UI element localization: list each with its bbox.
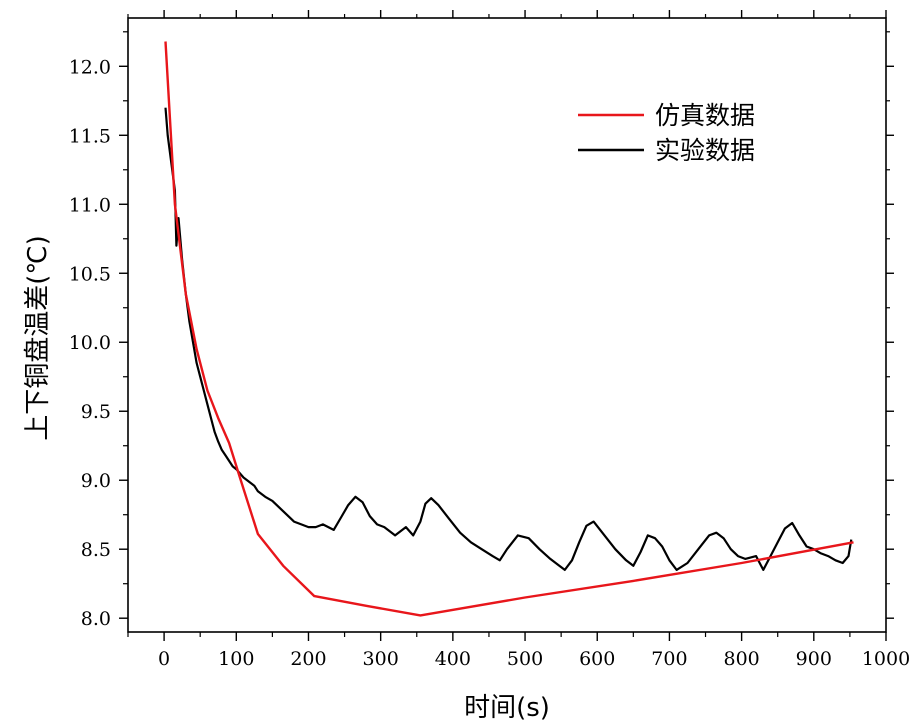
y-tick-label: 8.5 [81,539,111,561]
x-tick-label: 300 [363,648,399,670]
y-tick-label: 10.0 [69,332,111,354]
x-tick-label: 500 [507,648,543,670]
x-tick-label: 400 [435,648,471,670]
y-tick-label: 11.0 [69,194,111,216]
x-axis-title: 时间(s) [464,693,550,723]
x-tick-label: 0 [158,648,170,670]
legend-label-experiment: 实验数据 [655,136,755,165]
legend: 仿真数据 实验数据 [578,101,755,165]
x-tick-label: 900 [796,648,832,670]
x-tick-label: 200 [290,648,326,670]
series-line-simulation [164,41,854,617]
y-tick-label: 9.0 [81,470,111,492]
legend-label-simulation: 仿真数据 [655,101,755,130]
y-tick-label: 12.0 [69,56,111,78]
y-tick-label: 9.5 [81,401,111,423]
series-line-experiment [164,107,853,571]
y-tick-label: 8.0 [81,608,111,630]
y-tick-label: 11.5 [69,125,111,147]
y-axis-title: 上下铜盘温差(℃) [23,235,53,441]
x-tick-label: 100 [218,648,254,670]
plot-frame [127,17,887,633]
x-tick-label: 1000 [862,648,910,670]
y-tick-label: 10.5 [69,263,111,285]
series-layer [164,41,854,617]
y-axis-ticks: 8.0 8.5 9.0 9.5 10.0 10.5 11.0 11.5 12.0 [69,31,894,630]
x-tick-label: 800 [723,648,759,670]
x-tick-label: 600 [579,648,615,670]
x-tick-label: 700 [651,648,687,670]
x-axis-ticks: 0 100 200 300 400 500 600 700 800 900 1000 [127,10,910,670]
